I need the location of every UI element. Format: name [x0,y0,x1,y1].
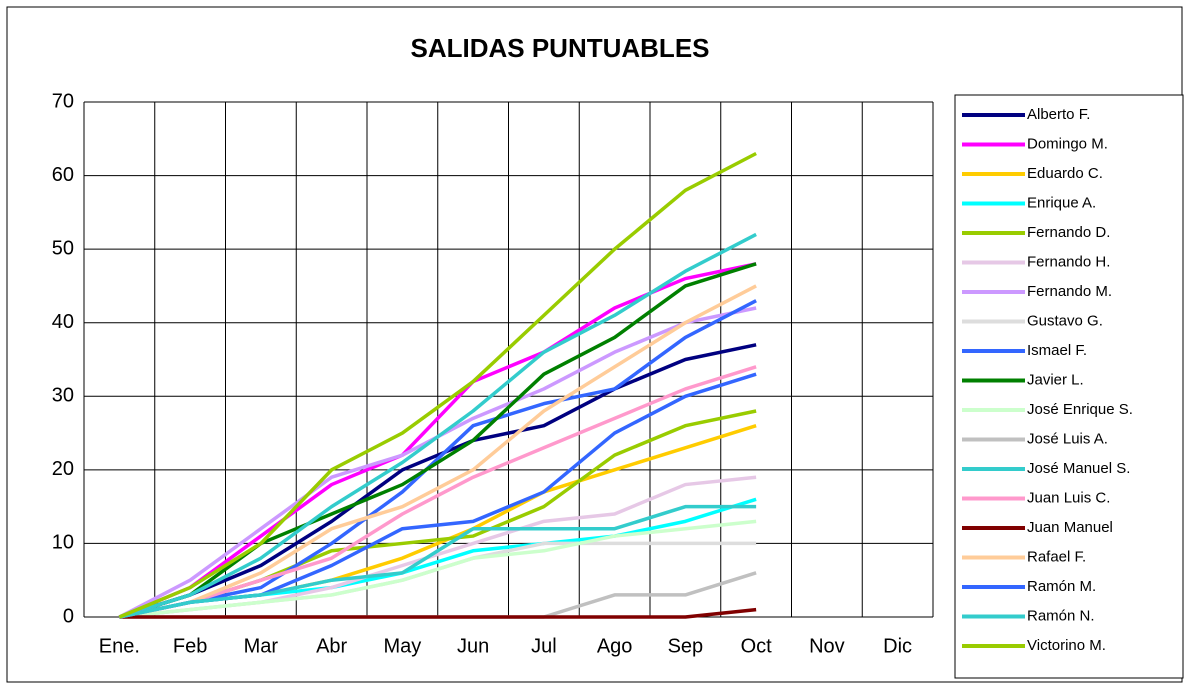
y-tick-label: 10 [52,532,74,554]
x-tick-label: Feb [173,635,207,657]
legend-label: Rafael F. [1027,548,1086,565]
x-tick-label: Ago [597,635,633,657]
legend-label: Juan Manuel [1027,519,1113,536]
x-tick-label: Ene. [99,635,140,657]
legend-label: José Manuel S. [1027,460,1130,477]
y-tick-label: 30 [52,385,74,407]
legend-label: José Enrique S. [1027,401,1133,418]
legend-label: Fernando M. [1027,283,1112,300]
x-tick-label: Jun [457,635,489,657]
series-line [119,504,757,619]
x-tick-label: Jul [531,635,557,657]
x-tick-label: Sep [668,635,704,657]
x-tick-label: Oct [741,635,773,657]
legend-label: Enrique A. [1027,194,1096,211]
legend-label: Eduardo C. [1027,165,1103,182]
series-line [119,284,757,619]
legend-box [954,94,1184,679]
legend-label: Ismael F. [1027,342,1087,359]
x-tick-label: Abr [316,635,347,657]
legend-label: Juan Luis C. [1027,489,1110,506]
series-line [118,343,757,619]
series-line [118,262,757,619]
x-tick-label: Dic [883,635,912,657]
legend-label: Gustavo G. [1027,312,1103,329]
series-line [119,365,757,619]
legend-label: Ramón M. [1027,578,1096,595]
x-tick-label: Mar [244,635,279,657]
x-tick-label: Nov [809,635,845,657]
legend-label: Fernando H. [1027,253,1110,270]
series-line [119,519,757,619]
x-tick-label: May [383,635,421,657]
legend-label: Javier L. [1027,371,1084,388]
y-tick-label: 40 [52,311,74,333]
legend-label: José Luis A. [1027,430,1108,447]
chart-title: SALIDAS PUNTUABLES [410,33,709,63]
y-tick-label: 50 [52,237,74,259]
series-line [119,299,757,619]
y-tick-label: 70 [52,90,74,112]
legend-label: Ramón N. [1027,607,1095,624]
legend-label: Alberto F. [1027,106,1090,123]
legend-label: Fernando D. [1027,224,1110,241]
legend-label: Victorino M. [1027,637,1106,654]
series-line [119,607,757,619]
legend-label: Domingo M. [1027,135,1108,152]
y-tick-label: 60 [52,164,74,186]
y-tick-label: 0 [63,605,74,627]
series-line [118,232,757,619]
series-line [118,151,757,619]
y-tick-label: 20 [52,458,74,480]
